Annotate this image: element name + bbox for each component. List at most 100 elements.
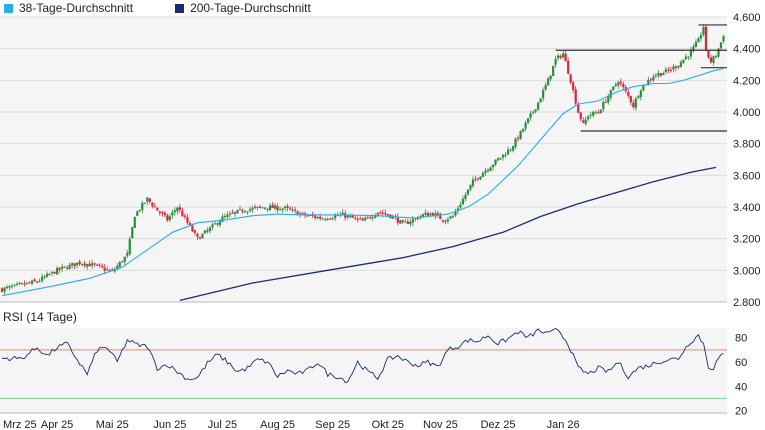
candle-body bbox=[371, 217, 374, 219]
candle-body bbox=[88, 263, 91, 267]
candle-body bbox=[431, 213, 434, 216]
candle-body bbox=[451, 216, 455, 218]
candle-body bbox=[627, 91, 630, 96]
candle-body bbox=[86, 264, 89, 267]
candle-body bbox=[8, 286, 11, 288]
candle-body bbox=[148, 198, 151, 202]
x-tick-label: Nov 25 bbox=[423, 419, 458, 430]
candle-body bbox=[687, 56, 690, 58]
candle-body bbox=[196, 233, 199, 237]
candle-body bbox=[444, 220, 447, 223]
candle-body bbox=[664, 69, 667, 73]
candle-body bbox=[143, 202, 146, 204]
candle-body bbox=[76, 262, 79, 266]
candle-body bbox=[474, 178, 477, 180]
candle-body bbox=[684, 56, 688, 60]
candle-body bbox=[719, 42, 723, 49]
legend-swatch-ma38 bbox=[4, 3, 13, 13]
candle-body bbox=[93, 263, 96, 265]
ma200-line bbox=[179, 166, 717, 302]
candle-body bbox=[203, 230, 207, 234]
candle-body bbox=[446, 219, 450, 222]
legend-item-ma200[interactable]: 200-Tage-Durchschnitt bbox=[171, 1, 311, 15]
candle-body bbox=[171, 212, 174, 216]
legend-label-ma200: 200-Tage-Durchschnitt bbox=[190, 1, 311, 15]
candle-body bbox=[712, 56, 715, 63]
candle-body bbox=[301, 212, 304, 214]
candle-body bbox=[369, 217, 372, 219]
candle-body bbox=[216, 223, 219, 225]
candle-body bbox=[118, 262, 121, 267]
candle-body bbox=[10, 286, 14, 288]
x-tick-label: Jun 25 bbox=[153, 419, 186, 430]
candle-body bbox=[58, 267, 61, 270]
candle-body bbox=[241, 210, 244, 212]
candle-body bbox=[404, 221, 407, 223]
candle-body bbox=[126, 252, 129, 256]
candle-body bbox=[266, 208, 269, 210]
candle-body bbox=[441, 220, 445, 222]
candle-body bbox=[161, 212, 164, 214]
price-y-tick-label: 3.800 bbox=[733, 139, 761, 151]
candle-body bbox=[421, 214, 424, 218]
candle-body bbox=[226, 214, 229, 218]
candle-body bbox=[163, 212, 166, 216]
candle-body bbox=[659, 73, 662, 76]
candle-body bbox=[329, 218, 332, 220]
candle-body bbox=[278, 209, 282, 211]
candle-body bbox=[632, 102, 635, 108]
candle-body bbox=[604, 101, 607, 103]
candle-body bbox=[331, 218, 334, 220]
candle-body bbox=[481, 172, 485, 177]
candle-body bbox=[256, 206, 259, 208]
candle-body bbox=[579, 112, 582, 120]
candle-body bbox=[534, 109, 537, 112]
candle-body bbox=[81, 264, 84, 266]
candle-body bbox=[231, 212, 234, 214]
candle-body bbox=[63, 266, 66, 268]
candle-body bbox=[479, 176, 482, 180]
candle-body bbox=[236, 209, 239, 214]
price-y-tick-label: 4.600 bbox=[733, 12, 761, 24]
candle-body bbox=[71, 263, 74, 266]
candle-body bbox=[121, 261, 124, 263]
candle-body bbox=[133, 216, 136, 228]
candle-body bbox=[349, 215, 352, 217]
candle-body bbox=[399, 220, 402, 224]
candle-body bbox=[191, 225, 194, 232]
candle-body bbox=[356, 218, 359, 220]
candle-body bbox=[577, 104, 580, 113]
candle-body bbox=[291, 209, 294, 211]
candle-body bbox=[374, 215, 377, 218]
candle-body bbox=[25, 282, 29, 284]
legend-item-ma38[interactable]: 38-Tage-Durchschnitt bbox=[0, 1, 133, 15]
candle-body bbox=[106, 269, 109, 271]
legend-swatch-ma200 bbox=[175, 3, 185, 13]
candle-body bbox=[324, 219, 327, 221]
candle-body bbox=[592, 111, 595, 116]
candle-body bbox=[40, 276, 44, 281]
candle-body bbox=[288, 208, 292, 210]
candle-body bbox=[33, 279, 36, 282]
candle-body bbox=[246, 211, 249, 213]
candle-body bbox=[672, 66, 675, 70]
candle-body bbox=[286, 206, 289, 208]
candle-body bbox=[549, 75, 552, 80]
candle-body bbox=[717, 48, 720, 57]
candle-body bbox=[489, 167, 492, 171]
candle-body bbox=[629, 96, 632, 103]
legend-label-ma38: 38-Tage-Durchschnitt bbox=[19, 1, 134, 15]
candle-body bbox=[476, 178, 480, 180]
candle-body bbox=[361, 218, 364, 221]
candle-body bbox=[221, 216, 224, 222]
candle-body bbox=[251, 207, 254, 210]
candle-body bbox=[153, 206, 156, 208]
x-tick-label: Mrz 25 bbox=[3, 419, 37, 430]
candle-body bbox=[198, 237, 202, 240]
candle-body bbox=[582, 120, 585, 123]
x-tick-label: Mai 25 bbox=[96, 419, 129, 430]
candle-body bbox=[617, 82, 620, 86]
candle-body bbox=[521, 128, 525, 132]
candle-body bbox=[401, 220, 404, 223]
